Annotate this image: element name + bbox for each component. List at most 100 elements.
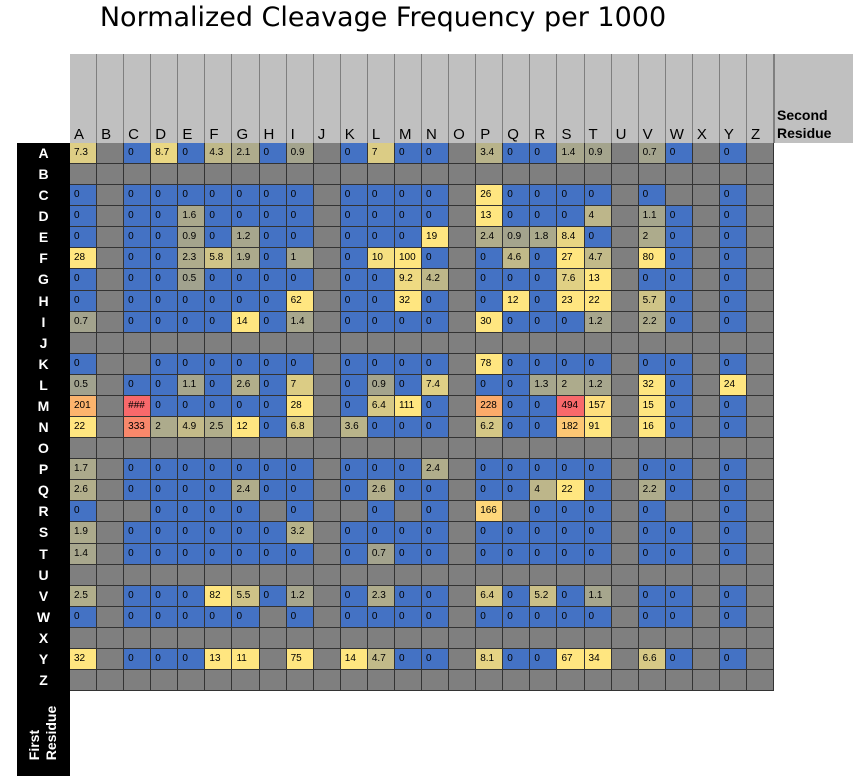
heatmap-cell: 0: [124, 290, 152, 312]
column-label-J: J: [314, 54, 341, 143]
heatmap-cell: 0: [394, 353, 423, 375]
heatmap-cell: 7.3: [70, 143, 98, 165]
heatmap-cell: [313, 332, 341, 354]
heatmap-cell: [97, 164, 125, 186]
heatmap-cell: [259, 501, 287, 523]
heatmap-cell: 27: [557, 248, 585, 270]
heatmap-cell: [205, 332, 233, 354]
heatmap-cell: [259, 332, 287, 354]
heatmap-cell: 0: [124, 374, 152, 396]
column-label-text: K: [344, 126, 355, 143]
column-label-W: W: [666, 54, 693, 143]
heatmap-cell: 0: [503, 185, 531, 207]
heatmap-cell: [205, 438, 233, 460]
heatmap-cell: [747, 648, 775, 670]
heatmap-cell: 0: [367, 311, 395, 333]
heatmap-cell: 7: [286, 374, 314, 396]
heatmap-cell: 0: [530, 648, 558, 670]
heatmap-cell: 82: [205, 585, 233, 607]
heatmap-cell: 62: [286, 290, 314, 312]
row-label-G: G: [38, 271, 49, 288]
heatmap-cell: 0: [394, 374, 423, 396]
heatmap-cell: [747, 438, 775, 460]
heatmap-cell: 0.9: [178, 227, 206, 249]
heatmap-cell: 0: [367, 417, 395, 439]
column-label-E: E: [178, 54, 206, 143]
heatmap-cell: 0: [665, 269, 693, 291]
heatmap-cell: [367, 564, 395, 586]
heatmap-cell: [747, 417, 775, 439]
heatmap-cell: 0: [70, 353, 98, 375]
heatmap-cell: 0: [719, 585, 747, 607]
heatmap-cell: [611, 670, 639, 692]
heatmap-cell: [611, 143, 639, 165]
heatmap-cell: 0: [422, 585, 450, 607]
heatmap-cell: [124, 164, 152, 186]
heatmap-cell: 2: [638, 227, 666, 249]
heatmap-cell: [394, 564, 423, 586]
heatmap-cell: [530, 332, 558, 354]
heatmap-cell: 2.4: [476, 227, 504, 249]
heatmap-cell: 0: [557, 206, 585, 228]
heatmap-cell: 0: [232, 353, 260, 375]
heatmap-cell: [449, 501, 477, 523]
heatmap-cell: [97, 585, 125, 607]
heatmap-cell: 0: [367, 269, 395, 291]
heatmap-cell: [151, 438, 179, 460]
heatmap-cell: 0: [503, 395, 531, 418]
heatmap-cell: [611, 248, 639, 270]
column-label-L: L: [368, 54, 395, 143]
heatmap-cell: 0: [394, 648, 423, 670]
heatmap-cell: 0: [205, 374, 233, 396]
heatmap-cell: [97, 417, 125, 439]
heatmap-cell: 0: [503, 143, 531, 165]
column-label-U: U: [612, 54, 639, 143]
heatmap-cell: 0: [205, 353, 233, 375]
heatmap-cell: 1.1: [178, 374, 206, 396]
heatmap-cell: [692, 248, 720, 270]
heatmap-cell: 0: [259, 543, 287, 565]
heatmap-cell: 0: [367, 459, 395, 481]
heatmap-cell: 0: [205, 501, 233, 523]
heatmap-cell: 2.6: [70, 480, 98, 502]
heatmap-cell: 0: [584, 227, 612, 249]
heatmap-cell: [449, 185, 477, 207]
heatmap-cell: 1.8: [530, 227, 558, 249]
heatmap-cell: [747, 585, 775, 607]
heatmap-cell: [747, 143, 775, 165]
row-label-I: I: [41, 313, 46, 330]
heatmap-cell: [611, 395, 639, 418]
heatmap-cell: 0: [503, 311, 531, 333]
heatmap-cell: [692, 269, 720, 291]
column-label-text: W: [669, 126, 684, 143]
heatmap-cell: [692, 438, 720, 460]
heatmap-cell: 0: [151, 290, 179, 312]
column-label-text: M: [398, 126, 412, 143]
heatmap-cell: [97, 395, 125, 418]
column-label-text: S: [561, 126, 572, 143]
heatmap-cell: [422, 564, 450, 586]
heatmap-cell: [205, 164, 233, 186]
heatmap-cell: 0: [719, 269, 747, 291]
heatmap-cell: [747, 290, 775, 312]
heatmap-cell: 0: [340, 353, 368, 375]
heatmap-cell: [259, 606, 287, 628]
column-label-F: F: [205, 54, 233, 143]
heatmap-cell: 0: [530, 143, 558, 165]
column-label-D: D: [151, 54, 179, 143]
heatmap-cell: [178, 670, 206, 692]
heatmap-cell: 0: [259, 459, 287, 481]
column-label-text: Y: [723, 126, 734, 143]
heatmap-cell: 2.6: [232, 374, 260, 396]
heatmap-cell: [449, 206, 477, 228]
heatmap-cell: 0: [286, 206, 314, 228]
heatmap-cell: [124, 353, 152, 375]
column-label-text: V: [642, 126, 653, 143]
heatmap-cell: 0: [584, 480, 612, 502]
heatmap-cell: [557, 670, 585, 692]
column-label-text: Z: [751, 126, 761, 143]
heatmap-cell: 0: [232, 459, 260, 481]
heatmap-cell: 0: [422, 606, 450, 628]
heatmap-cell: 78: [476, 353, 504, 375]
row-label-Y: Y: [38, 650, 49, 667]
